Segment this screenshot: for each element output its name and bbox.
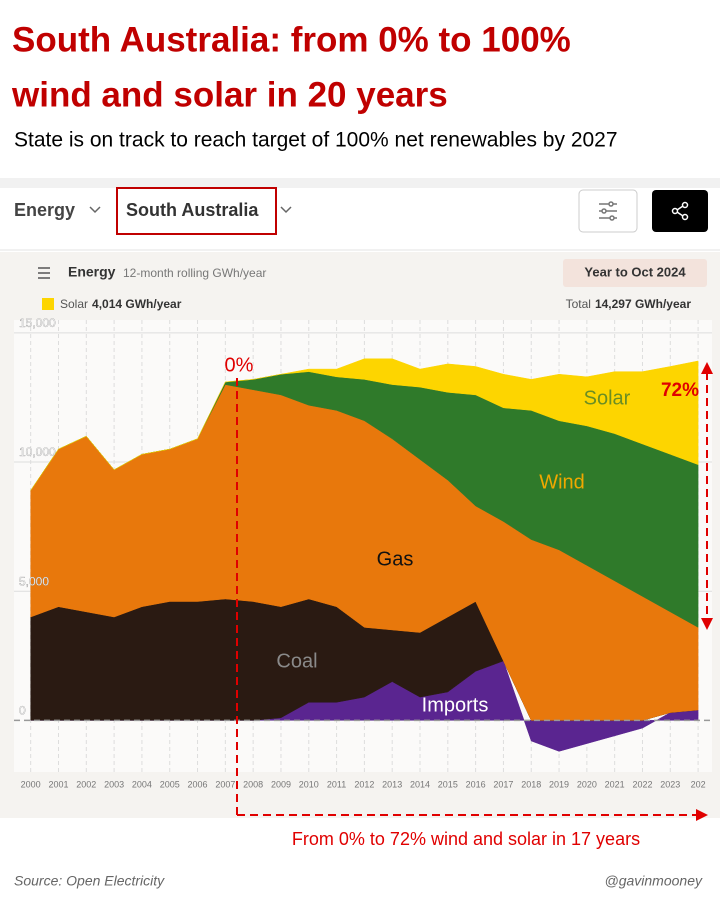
share-button[interactable] xyxy=(652,190,708,232)
area xyxy=(30,358,699,491)
share-icon xyxy=(671,201,689,221)
title: South Australia: from 0% to 100% xyxy=(12,20,571,59)
series-label: Gas xyxy=(377,548,414,570)
annotations: 0% 72% From 0% to 72% wind and solar in … xyxy=(225,354,713,849)
x-tick-label: 2015 xyxy=(438,779,458,789)
x-tick-label: 2019 xyxy=(549,779,569,789)
note: From 0% to 72% wind and solar in 17 year… xyxy=(292,829,640,849)
x-tick-label: 2004 xyxy=(132,779,152,789)
y-tick-label: 15,000 xyxy=(19,316,56,330)
x-tick-label: 2022 xyxy=(632,779,652,789)
x-tick-label: 2021 xyxy=(605,779,625,789)
y-tick-label: 5,000 xyxy=(19,574,49,588)
chevron xyxy=(280,206,292,214)
x-tick-label: 2006 xyxy=(188,779,208,789)
source: Source: Open Electricity xyxy=(14,873,165,889)
plot: 2000 2001 2002 2003 2004 2005 2006 2007 2008 2009… xyxy=(14,316,712,789)
x-tick-label: 2016 xyxy=(466,779,486,789)
x-tick-label: 2009 xyxy=(271,779,291,789)
legend-label: Solar 4,014 GWh/year xyxy=(60,297,182,311)
credit: @gavinmooney xyxy=(605,873,703,889)
chart-title: Energy xyxy=(68,264,116,280)
chevron xyxy=(89,206,101,214)
filter-icon xyxy=(599,201,617,221)
x-tick-label: 2003 xyxy=(104,779,124,789)
x-tick-label: 2008 xyxy=(243,779,263,789)
chart-subtitle: 12-month rolling GWh/year xyxy=(123,266,266,280)
legend-swatch xyxy=(42,298,54,310)
series-label: Solar xyxy=(584,387,631,409)
y-tick-label: 10,000 xyxy=(19,445,56,459)
x-tick-label: 2001 xyxy=(48,779,68,789)
legend-name: Solar xyxy=(60,297,88,311)
x-tick-label: 2010 xyxy=(299,779,319,789)
period-badge xyxy=(563,259,707,287)
arrowhead xyxy=(696,809,708,821)
end-label: 72% xyxy=(661,380,699,401)
menu-icon[interactable] xyxy=(38,267,50,279)
total-value: 14,297 GWh/year xyxy=(595,297,691,311)
x-tick-label: 2002 xyxy=(76,779,96,789)
x-tick-label: 2007 xyxy=(215,779,235,789)
series-label: Coal xyxy=(276,650,317,672)
y-tick-label: 0 xyxy=(19,704,26,718)
x-tick-label: 2017 xyxy=(493,779,513,789)
x-tick-label: 2000 xyxy=(21,779,41,789)
x-tick-label: 2012 xyxy=(354,779,374,789)
period: Year to Oct 2024 xyxy=(584,264,686,279)
start-label: 0% xyxy=(225,354,254,376)
subtitle: State is on track to reach target of 100… xyxy=(14,129,618,152)
x-tick-label: 202 xyxy=(691,779,706,789)
x-tick-label: 2023 xyxy=(660,779,680,789)
region-select[interactable]: South Australia xyxy=(126,200,259,220)
total-name: Total xyxy=(566,297,591,311)
x-tick-label: 2014 xyxy=(410,779,430,789)
total-label: Total 14,297 GWh/year xyxy=(566,297,692,311)
title: wind and solar in 20 years xyxy=(11,75,448,114)
band xyxy=(0,178,720,188)
x-tick-label: 2011 xyxy=(327,779,346,789)
x-tick-label: 2005 xyxy=(160,779,180,789)
x-tick-label: 2013 xyxy=(382,779,402,789)
x-tick-label: 2018 xyxy=(521,779,541,789)
region-highlight xyxy=(116,187,277,235)
legend-value: 4,014 GWh/year xyxy=(92,297,182,311)
series-label: Imports xyxy=(422,694,489,716)
x-tick-label: 2020 xyxy=(577,779,597,789)
series-label: Wind xyxy=(539,471,585,493)
metric-select[interactable]: Energy xyxy=(14,200,75,220)
